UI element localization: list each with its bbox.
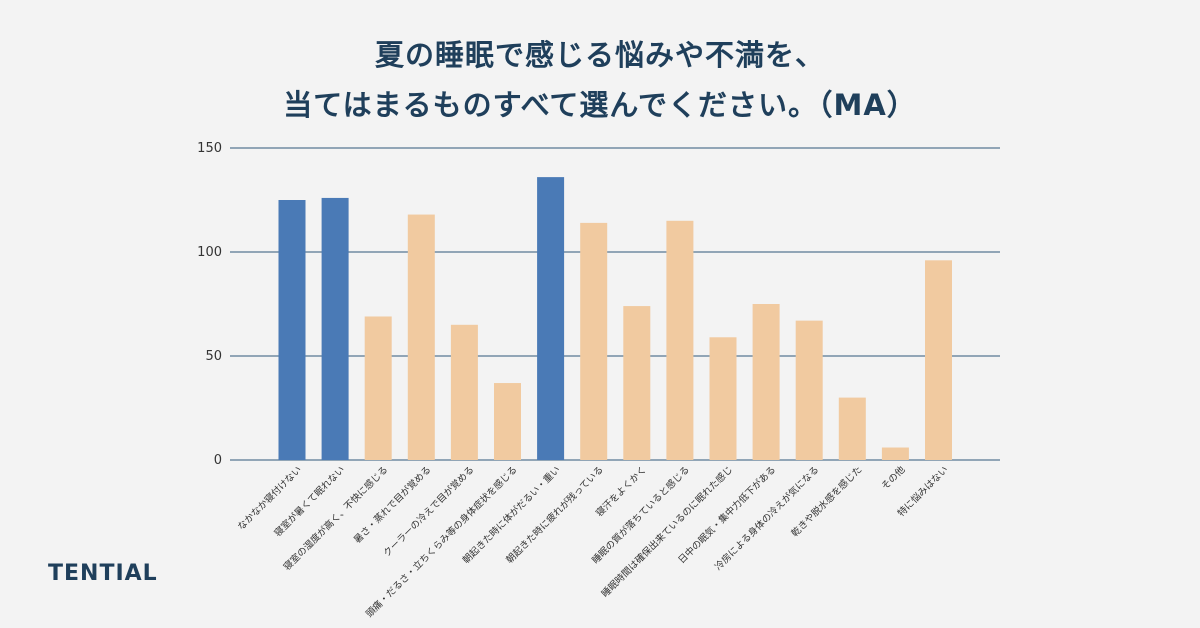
bar	[407, 214, 435, 460]
bar	[623, 306, 651, 460]
bar	[537, 177, 565, 460]
chart-title: 夏の睡眠で感じる悩みや不満を、 当てはまるものすべて選んでください。（MA）	[0, 30, 1200, 130]
bar	[450, 324, 478, 460]
bar	[795, 320, 823, 460]
bar	[494, 383, 521, 460]
x-tick-label: その他	[879, 463, 908, 492]
y-tick-label: 50	[205, 349, 222, 364]
brand-logo: TENTIAL	[48, 561, 158, 586]
bar	[278, 200, 306, 460]
bar	[364, 316, 392, 460]
x-tick-label: 乾きや脱水感を感じた	[789, 464, 865, 540]
bar	[925, 260, 952, 460]
chart-title-line-1: 夏の睡眠で感じる悩みや不満を、	[374, 38, 825, 72]
bar	[838, 397, 866, 460]
x-tick-label: クーラーの冷えで目が覚める	[381, 464, 477, 560]
y-tick-label: 150	[197, 141, 222, 156]
x-tick-label: 頭痛・だるさ・立ちくらみ等の身体症状を感じる	[363, 464, 519, 620]
y-tick-label: 100	[197, 245, 222, 260]
chart-title-line-2: 当てはまるものすべて選んでください。（MA）	[283, 88, 917, 122]
x-tick-label: 暑さ・蒸れで目が覚める	[351, 464, 433, 546]
y-tick-label: 0	[214, 453, 222, 468]
bar	[321, 197, 349, 461]
bar	[752, 304, 780, 460]
bar	[881, 447, 909, 460]
bar	[709, 337, 737, 460]
bar	[580, 222, 608, 460]
x-tick-label: 寝室が暑くて眠れない	[272, 464, 347, 539]
bar	[666, 220, 694, 460]
